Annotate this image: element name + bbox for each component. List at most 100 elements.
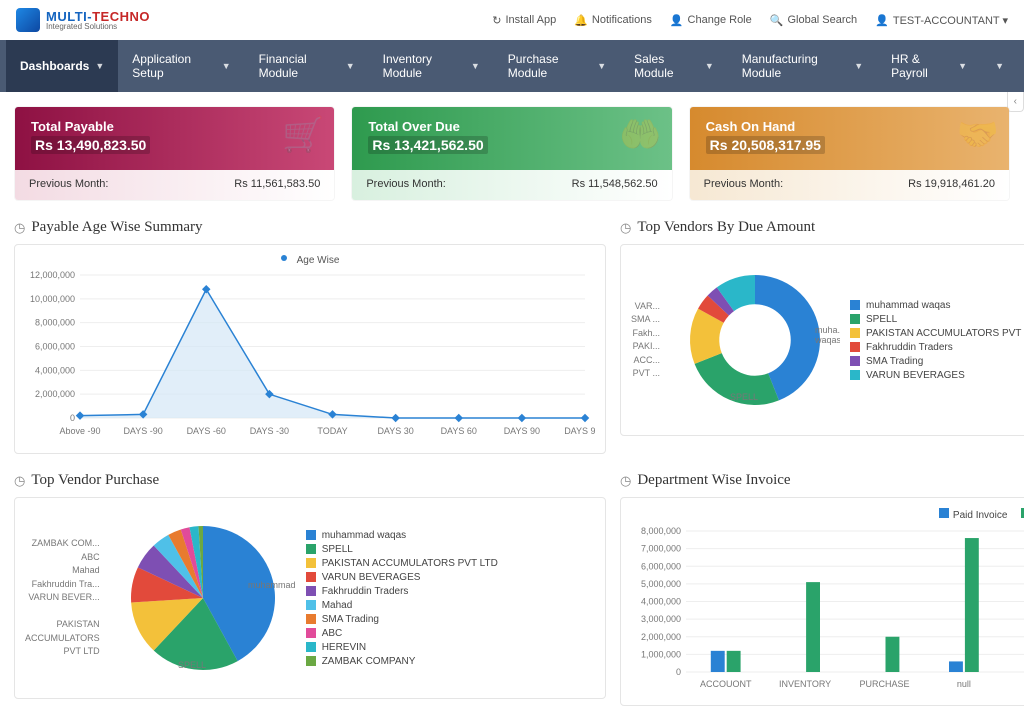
svg-text:6,000,000: 6,000,000 xyxy=(641,561,681,571)
bar-legend: Paid InvoiceTotal Invoice xyxy=(631,508,1024,521)
top-action-change-role[interactable]: 👤 Change Role xyxy=(670,14,752,27)
chevron-down-icon: ▼ xyxy=(95,61,104,71)
legend-item[interactable]: Fakhruddin Traders xyxy=(306,586,498,597)
nav-sales-module[interactable]: Sales Module▼ xyxy=(620,40,728,92)
donut-legend: muhammad waqas SPELL PAKISTAN ACCUMULATORS… xyxy=(850,297,1024,384)
svg-text:DAYS -90: DAYS -90 xyxy=(123,426,162,436)
payable-age-chart: 02,000,0004,000,0006,000,0008,000,00010,… xyxy=(25,270,595,440)
legend-item[interactable]: SPELL xyxy=(306,544,498,555)
action-icon: 👤 xyxy=(875,14,889,27)
legend-item[interactable]: HEREVIN xyxy=(306,642,498,653)
topbar: MULTI-TECHNO Integrated Solutions ↻ Insta… xyxy=(0,0,1024,40)
panel-title-text: Top Vendors By Due Amount xyxy=(637,219,815,236)
summary-cards: Total PayableRs 13,490,823.50🛒Previous M… xyxy=(0,92,1024,205)
card-icon: 🛒 xyxy=(282,115,324,155)
summary-card-0[interactable]: Total PayableRs 13,490,823.50🛒Previous M… xyxy=(14,106,335,201)
card-prev-label: Previous Month: xyxy=(366,178,445,190)
svg-text:5,000,000: 5,000,000 xyxy=(641,579,681,589)
nav-inventory-module[interactable]: Inventory Module▼ xyxy=(369,40,494,92)
chevron-down-icon: ▼ xyxy=(346,61,355,71)
legend-item[interactable]: muhammad waqas xyxy=(850,300,1024,311)
chevron-down-icon: ▼ xyxy=(471,61,480,71)
card-value: Rs 20,508,317.95 xyxy=(706,136,825,154)
summary-card-2[interactable]: Cash On HandRs 20,508,317.95🤝Previous Mo… xyxy=(689,106,1010,201)
panel-dept-invoice: ◷ Department Wise Invoice Paid InvoiceTot… xyxy=(620,468,1024,706)
card-icon: 🤲 xyxy=(619,115,661,155)
legend-item[interactable]: ABC xyxy=(306,628,498,639)
logo-icon xyxy=(16,8,40,32)
action-icon: 👤 xyxy=(670,14,684,27)
line-legend: Age Wise xyxy=(25,255,595,266)
svg-text:TODAY: TODAY xyxy=(317,426,347,436)
nav-application-setup[interactable]: Application Setup▼ xyxy=(118,40,244,92)
top-vendor-pie: muhammad waqasSPELL xyxy=(108,508,298,688)
panel-title-text: Payable Age Wise Summary xyxy=(31,219,202,236)
nav-dashboards[interactable]: Dashboards▼ xyxy=(6,40,118,92)
top-actions: ↻ Install App 🔔Notifications 👤 Change Role 🔍G… xyxy=(492,14,1008,27)
svg-text:muha...: muha... xyxy=(815,325,840,335)
donut-side-labels: VAR...SMA ...Fakh...PAKI...ACC...PVT ... xyxy=(631,300,660,381)
action-label: Change Role xyxy=(688,14,752,26)
legend-item[interactable]: VARUN BEVERAGES xyxy=(306,572,498,583)
pie-legend: muhammad waqas SPELL PAKISTAN ACCUMULATORS… xyxy=(306,527,498,670)
gauge-icon: ◷ xyxy=(14,473,25,489)
legend-item[interactable]: PAKISTAN ACCUMULATORS PVT LTD xyxy=(850,328,1024,339)
card-prev-label: Previous Month: xyxy=(704,178,783,190)
legend-item[interactable]: SMA Trading xyxy=(306,614,498,625)
svg-text:4,000,000: 4,000,000 xyxy=(35,365,75,375)
panel-payable-age: ◷Payable Age Wise Summary Age Wise 02,00… xyxy=(14,215,606,454)
top-action-install-app[interactable]: ↻ Install App xyxy=(492,14,556,27)
action-label: Install App xyxy=(505,14,556,26)
chevron-down-icon: ▼ xyxy=(854,61,863,71)
svg-text:4,000,000: 4,000,000 xyxy=(641,597,681,607)
card-prev-value: Rs 11,548,562.50 xyxy=(572,178,658,190)
chevron-down-icon: ▼ xyxy=(958,61,967,71)
panel-title-text: Department Wise Invoice xyxy=(637,472,790,489)
legend-item[interactable]: PAKISTAN ACCUMULATORS PVT LTD xyxy=(306,558,498,569)
legend-item[interactable]: muhammad waqas xyxy=(306,530,498,541)
top-action-global-search[interactable]: 🔍Global Search xyxy=(770,14,857,27)
legend-item[interactable]: VARUN BEVERAGES xyxy=(850,370,1024,381)
svg-text:ACCOUONT: ACCOUONT xyxy=(700,679,752,689)
svg-text:0: 0 xyxy=(70,413,75,423)
svg-text:SPELL: SPELL xyxy=(730,392,758,402)
legend-item[interactable]: Paid Invoice xyxy=(939,508,1007,521)
card-title: Total Payable xyxy=(31,119,318,134)
brand-logo[interactable]: MULTI-TECHNO Integrated Solutions xyxy=(16,8,150,32)
svg-text:DAYS 90: DAYS 90 xyxy=(504,426,540,436)
nav-purchase-module[interactable]: Purchase Module▼ xyxy=(494,40,620,92)
legend-item[interactable]: ZAMBAK COMPANY xyxy=(306,656,498,667)
chevron-down-icon: ▼ xyxy=(597,61,606,71)
dept-invoice-chart: 01,000,0002,000,0003,000,0004,000,0005,0… xyxy=(631,527,1024,692)
card-prev-value: Rs 19,918,461.20 xyxy=(908,178,995,190)
action-icon: ↻ xyxy=(492,14,501,27)
main-navbar: Dashboards▼Application Setup▼Financial M… xyxy=(0,40,1024,92)
svg-text:7,000,000: 7,000,000 xyxy=(641,544,681,554)
legend-item[interactable]: Fakhruddin Traders xyxy=(850,342,1024,353)
svg-text:10,000,000: 10,000,000 xyxy=(30,294,75,304)
svg-text:6,000,000: 6,000,000 xyxy=(35,342,75,352)
nav-more[interactable]: ▼ xyxy=(981,40,1018,92)
svg-text:SPELL: SPELL xyxy=(178,660,206,670)
chevron-down-icon: ▼ xyxy=(705,61,714,71)
svg-text:1,000,000: 1,000,000 xyxy=(641,649,681,659)
top-action-notifications[interactable]: 🔔Notifications xyxy=(574,14,652,27)
action-icon: 🔍 xyxy=(770,14,784,27)
panel-title-text: Top Vendor Purchase xyxy=(31,472,159,489)
svg-text:12,000,000: 12,000,000 xyxy=(30,270,75,280)
top-action-test-accountant-[interactable]: 👤TEST-ACCOUNTANT ▾ xyxy=(875,14,1008,27)
legend-item[interactable]: Mahad xyxy=(306,600,498,611)
panel-top-vendors-due: ◷Top Vendors By Due Amount VAR...SMA ...… xyxy=(620,215,1024,454)
nav-financial-module[interactable]: Financial Module▼ xyxy=(245,40,369,92)
svg-text:DAYS 30: DAYS 30 xyxy=(377,426,413,436)
summary-card-1[interactable]: Total Over DueRs 13,421,562.50🤲Previous … xyxy=(351,106,672,201)
svg-text:DAYS -60: DAYS -60 xyxy=(187,426,226,436)
legend-item[interactable]: SMA Trading xyxy=(850,356,1024,367)
svg-text:DAYS -30: DAYS -30 xyxy=(250,426,289,436)
svg-text:DAYS 60: DAYS 60 xyxy=(441,426,477,436)
svg-text:PURCHASE: PURCHASE xyxy=(859,679,909,689)
nav-manufacturing-module[interactable]: Manufacturing Module▼ xyxy=(728,40,877,92)
legend-item[interactable]: SPELL xyxy=(850,314,1024,325)
nav-hr-payroll[interactable]: HR & Payroll▼ xyxy=(877,40,981,92)
gauge-icon: ◷ xyxy=(620,473,631,489)
